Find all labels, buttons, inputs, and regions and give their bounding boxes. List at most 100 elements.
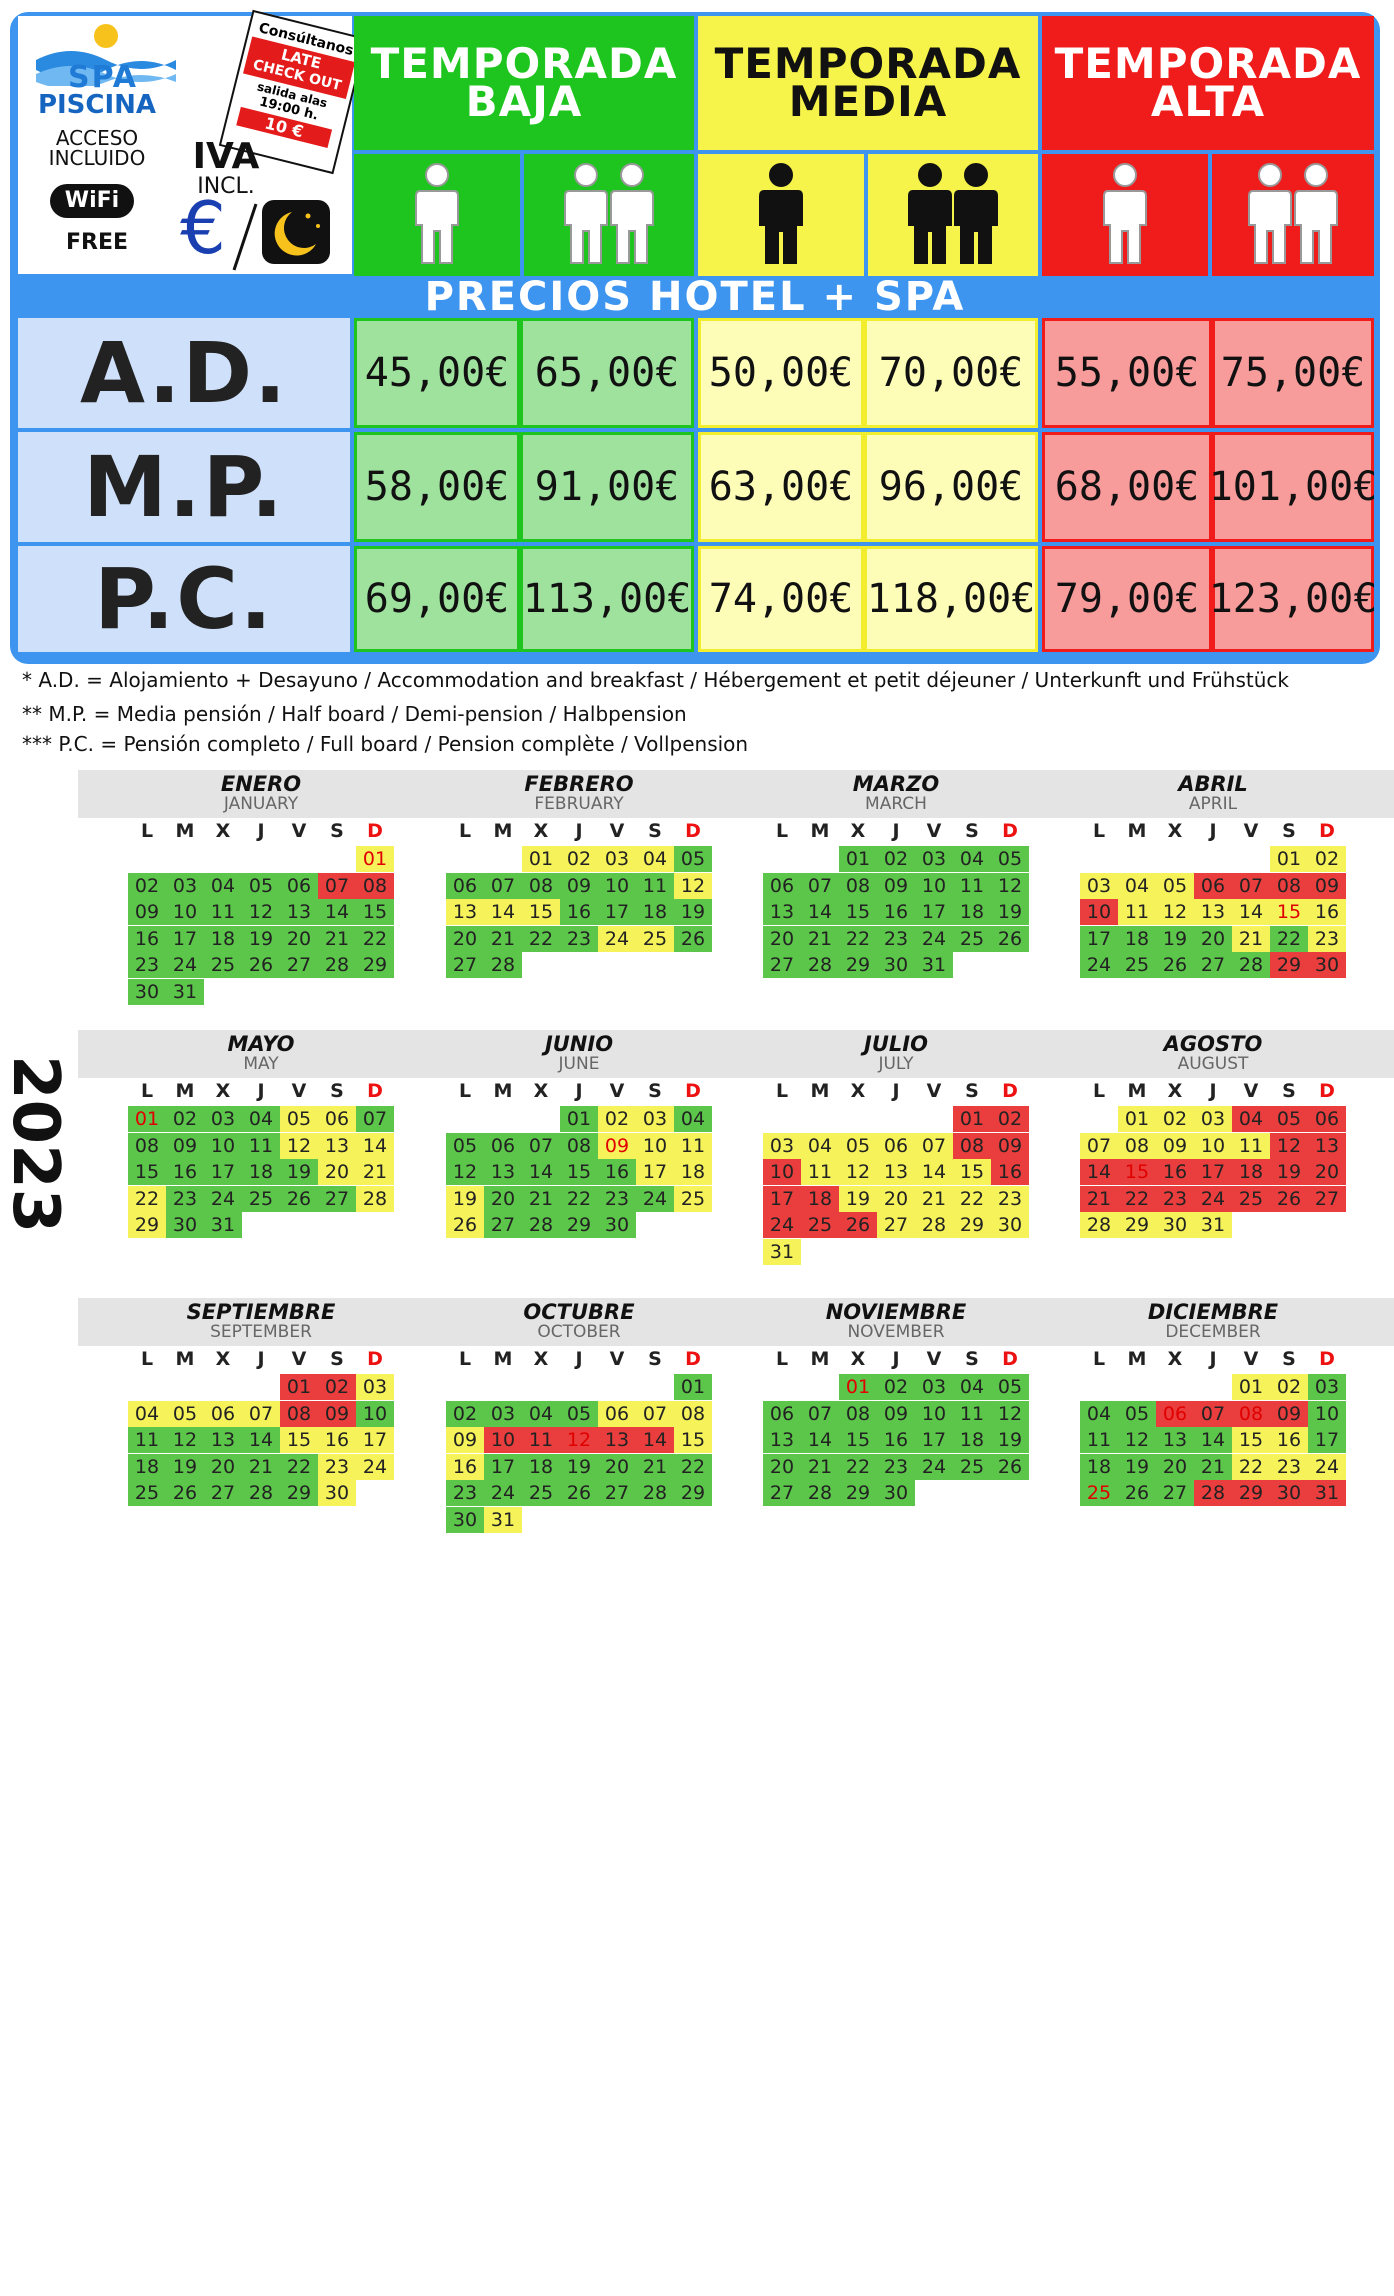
calendar-day: 26	[674, 925, 712, 952]
calendar-day: 16	[877, 1427, 915, 1454]
weekday-header: M	[810, 1348, 830, 1370]
weekday-header: S	[1282, 1348, 1296, 1370]
calendar-day: 06	[598, 1400, 636, 1427]
calendar-day: 21	[318, 925, 356, 952]
calendar-day: 17	[484, 1453, 522, 1480]
weekday-header: S	[1282, 820, 1296, 842]
calendar-day: 26	[242, 952, 280, 979]
month-name-english: SEPTEMBER	[210, 1322, 312, 1342]
calendar-day: 06	[877, 1132, 915, 1159]
calendar-day: 07	[1080, 1132, 1118, 1159]
calendar-day: 21	[801, 1453, 839, 1480]
calendar-day: 14	[1194, 1427, 1232, 1454]
calendar-day: 28	[1194, 1480, 1232, 1507]
calendar-day: 20	[446, 925, 484, 952]
calendar-day: 09	[1308, 872, 1346, 899]
calendar-day: 20	[484, 1185, 522, 1212]
calendar-day: 04	[953, 1374, 991, 1400]
month-name-english: JUNE	[558, 1054, 600, 1074]
weekday-header: M	[493, 1348, 513, 1370]
calendar-day: 02	[1270, 1374, 1308, 1400]
calendar-day: 22	[839, 925, 877, 952]
calendar-day: 21	[1080, 1185, 1118, 1212]
calendar-day: 09	[877, 1400, 915, 1427]
calendar-day: 11	[801, 1159, 839, 1186]
calendar-day: 24	[636, 1185, 674, 1212]
calendar-day: 25	[674, 1185, 712, 1212]
calendar-day: 16	[877, 899, 915, 926]
euro-icon: €	[180, 186, 226, 270]
calendar-day: 19	[1270, 1159, 1308, 1186]
calendar-day: 30	[991, 1212, 1029, 1239]
season-header-media: TEMPORADA MEDIA	[698, 16, 1038, 150]
month-name-english: APRIL	[1188, 794, 1238, 814]
price-cell: 118,00€	[864, 546, 1038, 652]
calendar-day: 28	[484, 952, 522, 979]
calendar-day: 05	[991, 846, 1029, 872]
month-name: FEBRERO	[524, 772, 634, 796]
calendar-day: 04	[242, 1106, 280, 1132]
calendar-day: 26	[991, 1453, 1029, 1480]
calendar-day: 03	[1194, 1106, 1232, 1132]
prices-banner: PRECIOS HOTEL + SPA	[424, 274, 966, 320]
note-mp: ** M.P. = Media pensión / Half board / D…	[22, 702, 687, 726]
single-person-icon-alta	[1042, 154, 1208, 276]
calendar-day: 22	[280, 1453, 318, 1480]
weekday-header: V	[1243, 1348, 1259, 1370]
calendar-day: 27	[280, 952, 318, 979]
calendar-day: 07	[522, 1132, 560, 1159]
weekday-header: J	[892, 1080, 900, 1102]
calendar-day: 30	[877, 1480, 915, 1507]
calendar-day: 22	[560, 1185, 598, 1212]
calendar-day: 21	[801, 925, 839, 952]
calendar-day: 04	[1080, 1400, 1118, 1427]
month-name: DICIEMBRE	[1147, 1300, 1279, 1324]
calendar-day: 04	[953, 846, 991, 872]
calendar-day: 30	[128, 979, 166, 1005]
calendar-day: 31	[484, 1507, 522, 1533]
price-cell: 55,00€	[1042, 318, 1212, 428]
price-cell: 70,00€	[864, 318, 1038, 428]
calendar-day: 03	[204, 1106, 242, 1132]
calendar-day: 12	[674, 872, 712, 899]
price-cell: 74,00€	[698, 546, 864, 652]
calendar-day: 30	[877, 952, 915, 979]
calendar-day: 13	[204, 1427, 242, 1454]
calendar-day: 28	[636, 1480, 674, 1507]
month-name-english: JULY	[878, 1054, 914, 1074]
price-cell: 96,00€	[864, 432, 1038, 542]
calendar-day: 10	[204, 1132, 242, 1159]
calendar-day: 04	[522, 1400, 560, 1427]
calendar-day: 26	[166, 1480, 204, 1507]
weekday-header: J	[257, 820, 265, 842]
weekday-header: J	[575, 820, 583, 842]
calendar-day: 13	[446, 899, 484, 926]
calendar-day: 29	[356, 952, 394, 979]
calendar-day: 08	[560, 1132, 598, 1159]
calendar-day: 01	[1232, 1374, 1270, 1400]
calendar-day: 08	[522, 872, 560, 899]
calendar-day: 27	[446, 952, 484, 979]
weekday-header: D	[1002, 820, 1018, 842]
calendar-day: 18	[953, 1427, 991, 1454]
calendar-day: 02	[1156, 1106, 1194, 1132]
calendar-day: 16	[991, 1159, 1029, 1186]
calendar-day: 04	[801, 1132, 839, 1159]
month-name-english: FEBRUARY	[534, 794, 624, 814]
calendar-day: 12	[1156, 899, 1194, 926]
calendar-day: 24	[1194, 1185, 1232, 1212]
calendar-day: 15	[128, 1159, 166, 1186]
weekday-header: M	[175, 1080, 195, 1102]
season-header-alta: TEMPORADA ALTA	[1042, 16, 1374, 150]
calendar-day: 23	[446, 1480, 484, 1507]
calendar-day: 09	[1156, 1132, 1194, 1159]
calendar-day: 16	[598, 1159, 636, 1186]
weekday-header: S	[648, 1348, 662, 1370]
weekday-header: J	[575, 1348, 583, 1370]
calendar-day: 09	[318, 1400, 356, 1427]
weekday-header: L	[140, 1080, 154, 1102]
calendar-day: 28	[915, 1212, 953, 1239]
calendar-day: 01	[522, 846, 560, 872]
calendar-day: 27	[763, 952, 801, 979]
weekday-header: X	[533, 1080, 549, 1102]
